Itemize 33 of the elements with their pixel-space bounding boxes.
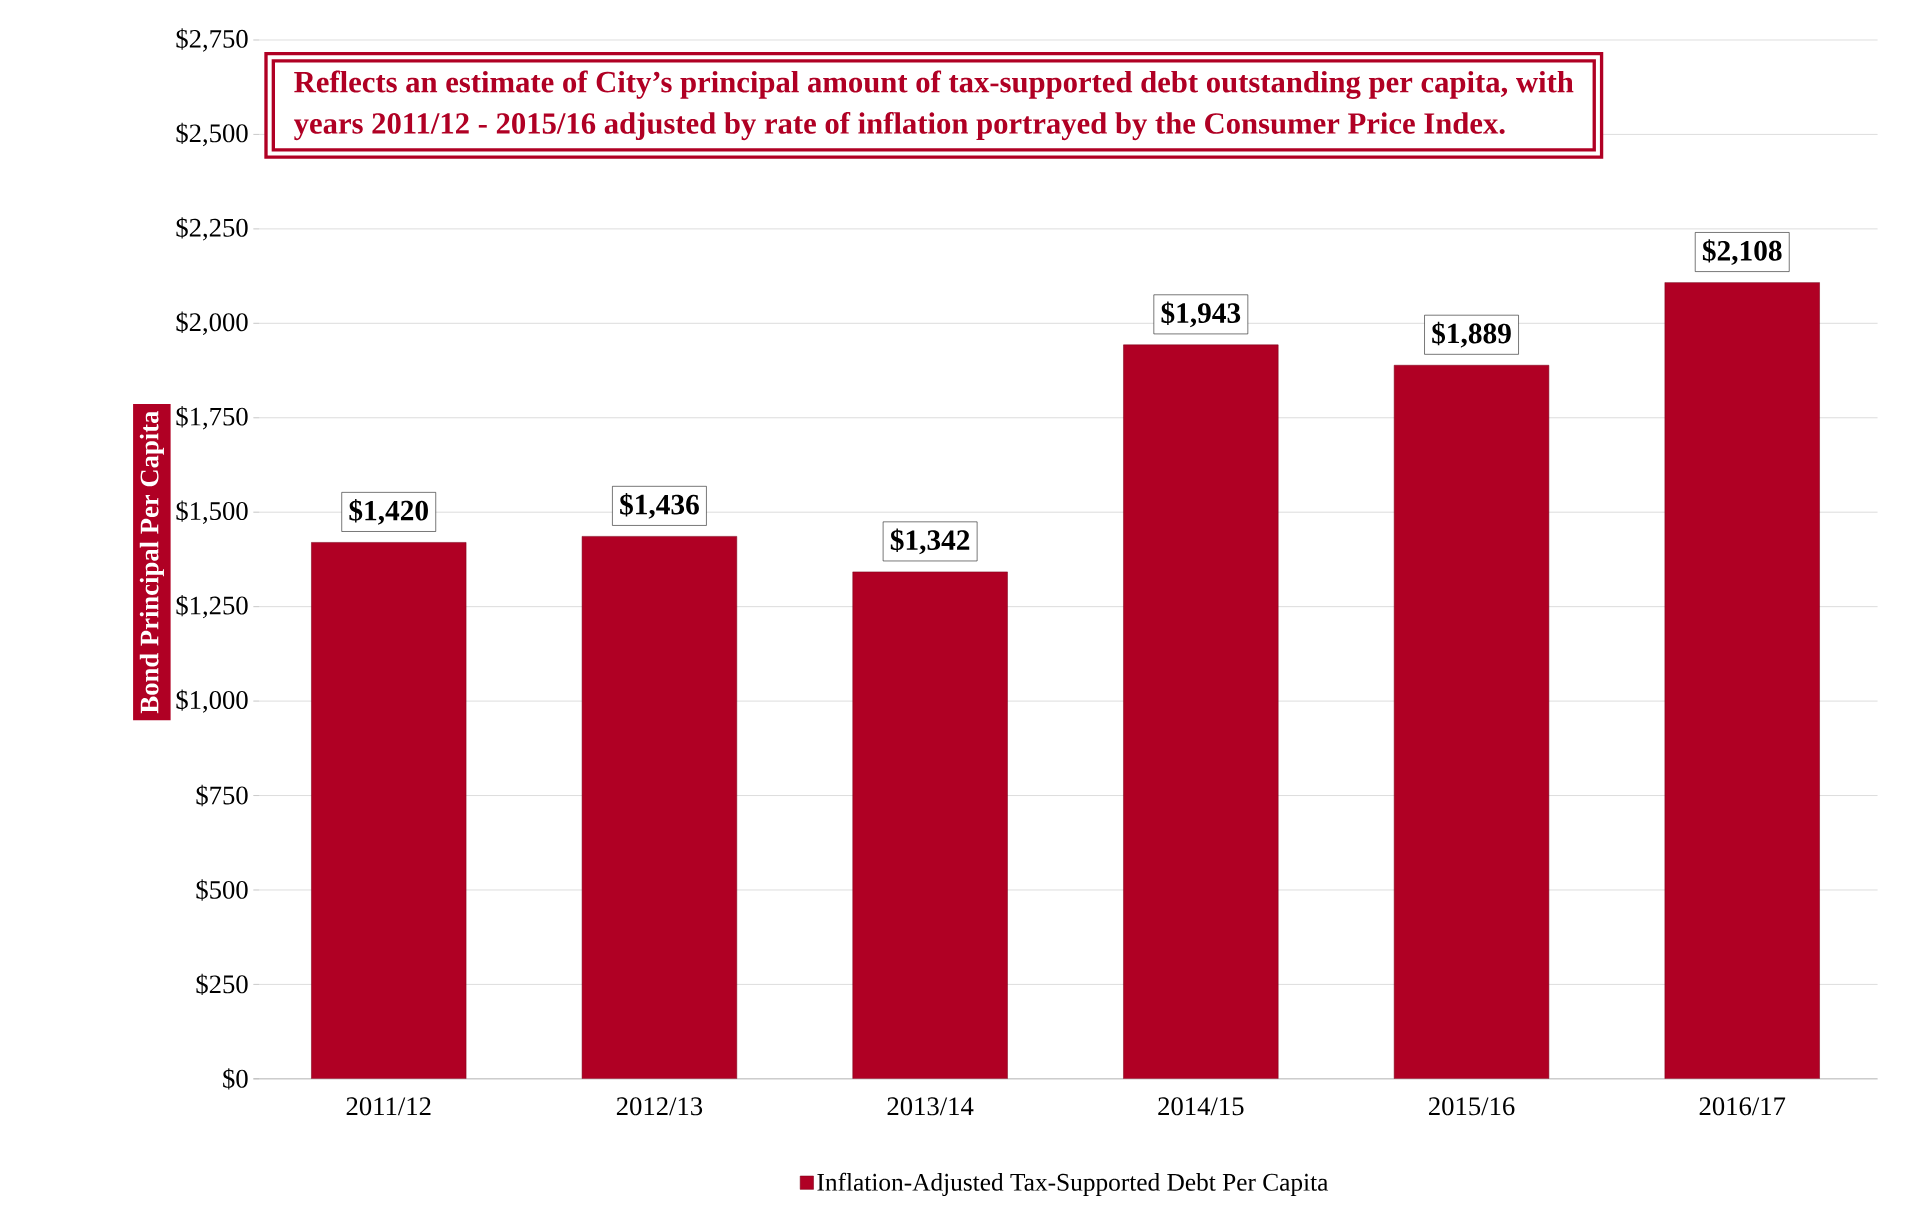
legend-label: Inflation-Adjusted Tax-Supported Debt Per Capita [817, 1172, 1329, 1197]
y-tick-label: $750 [196, 785, 248, 807]
bar [1393, 365, 1550, 1080]
text: $1,943 [1161, 301, 1241, 328]
bar [852, 571, 1008, 1080]
text: $1,436 [620, 493, 699, 519]
y-axis-title: Bond Principal Per Capita [139, 411, 164, 714]
text: $1,420 [349, 499, 428, 526]
y-tick-label: $2,500 [176, 122, 248, 147]
bar [1123, 344, 1279, 1080]
y-tick-label: $1,000 [176, 689, 248, 714]
x-tick-label: 2015/16 [1428, 1097, 1515, 1116]
y-tick-label: $500 [196, 879, 248, 901]
y-tick-label: $1,250 [176, 595, 248, 619]
bar [581, 536, 738, 1080]
x-tick-label: 2011/12 [346, 1097, 431, 1116]
text: $1,889 [1432, 322, 1511, 348]
bar [311, 542, 467, 1080]
x-tick-label: 2013/14 [887, 1097, 974, 1116]
y-tick-label: $0 [223, 1068, 248, 1090]
y-tick-label: $2,750 [176, 28, 248, 52]
y-tick-label: $1,750 [176, 406, 248, 430]
text: $1,342 [890, 528, 970, 555]
y-tick-label: $250 [196, 973, 248, 996]
x-tick-label: 2014/15 [1158, 1097, 1244, 1116]
bar [1664, 282, 1820, 1080]
y-tick-label: $1,500 [176, 500, 248, 525]
annotation: Reflects an estimate of City’s principal amount of tax-supported debt outstanding per capita, with years 2011/12 - 2015/16 adjusted by rate of inflation portrayed by the Consumer Price Index. [293, 70, 1574, 141]
text: $2,108 [1702, 239, 1782, 266]
x-tick-label: 2016/17 [1699, 1097, 1786, 1116]
y-tick-label: $2,000 [176, 311, 248, 336]
x-tick-label: 2012/13 [616, 1097, 703, 1116]
y-tick-label: $2,250 [176, 217, 248, 241]
